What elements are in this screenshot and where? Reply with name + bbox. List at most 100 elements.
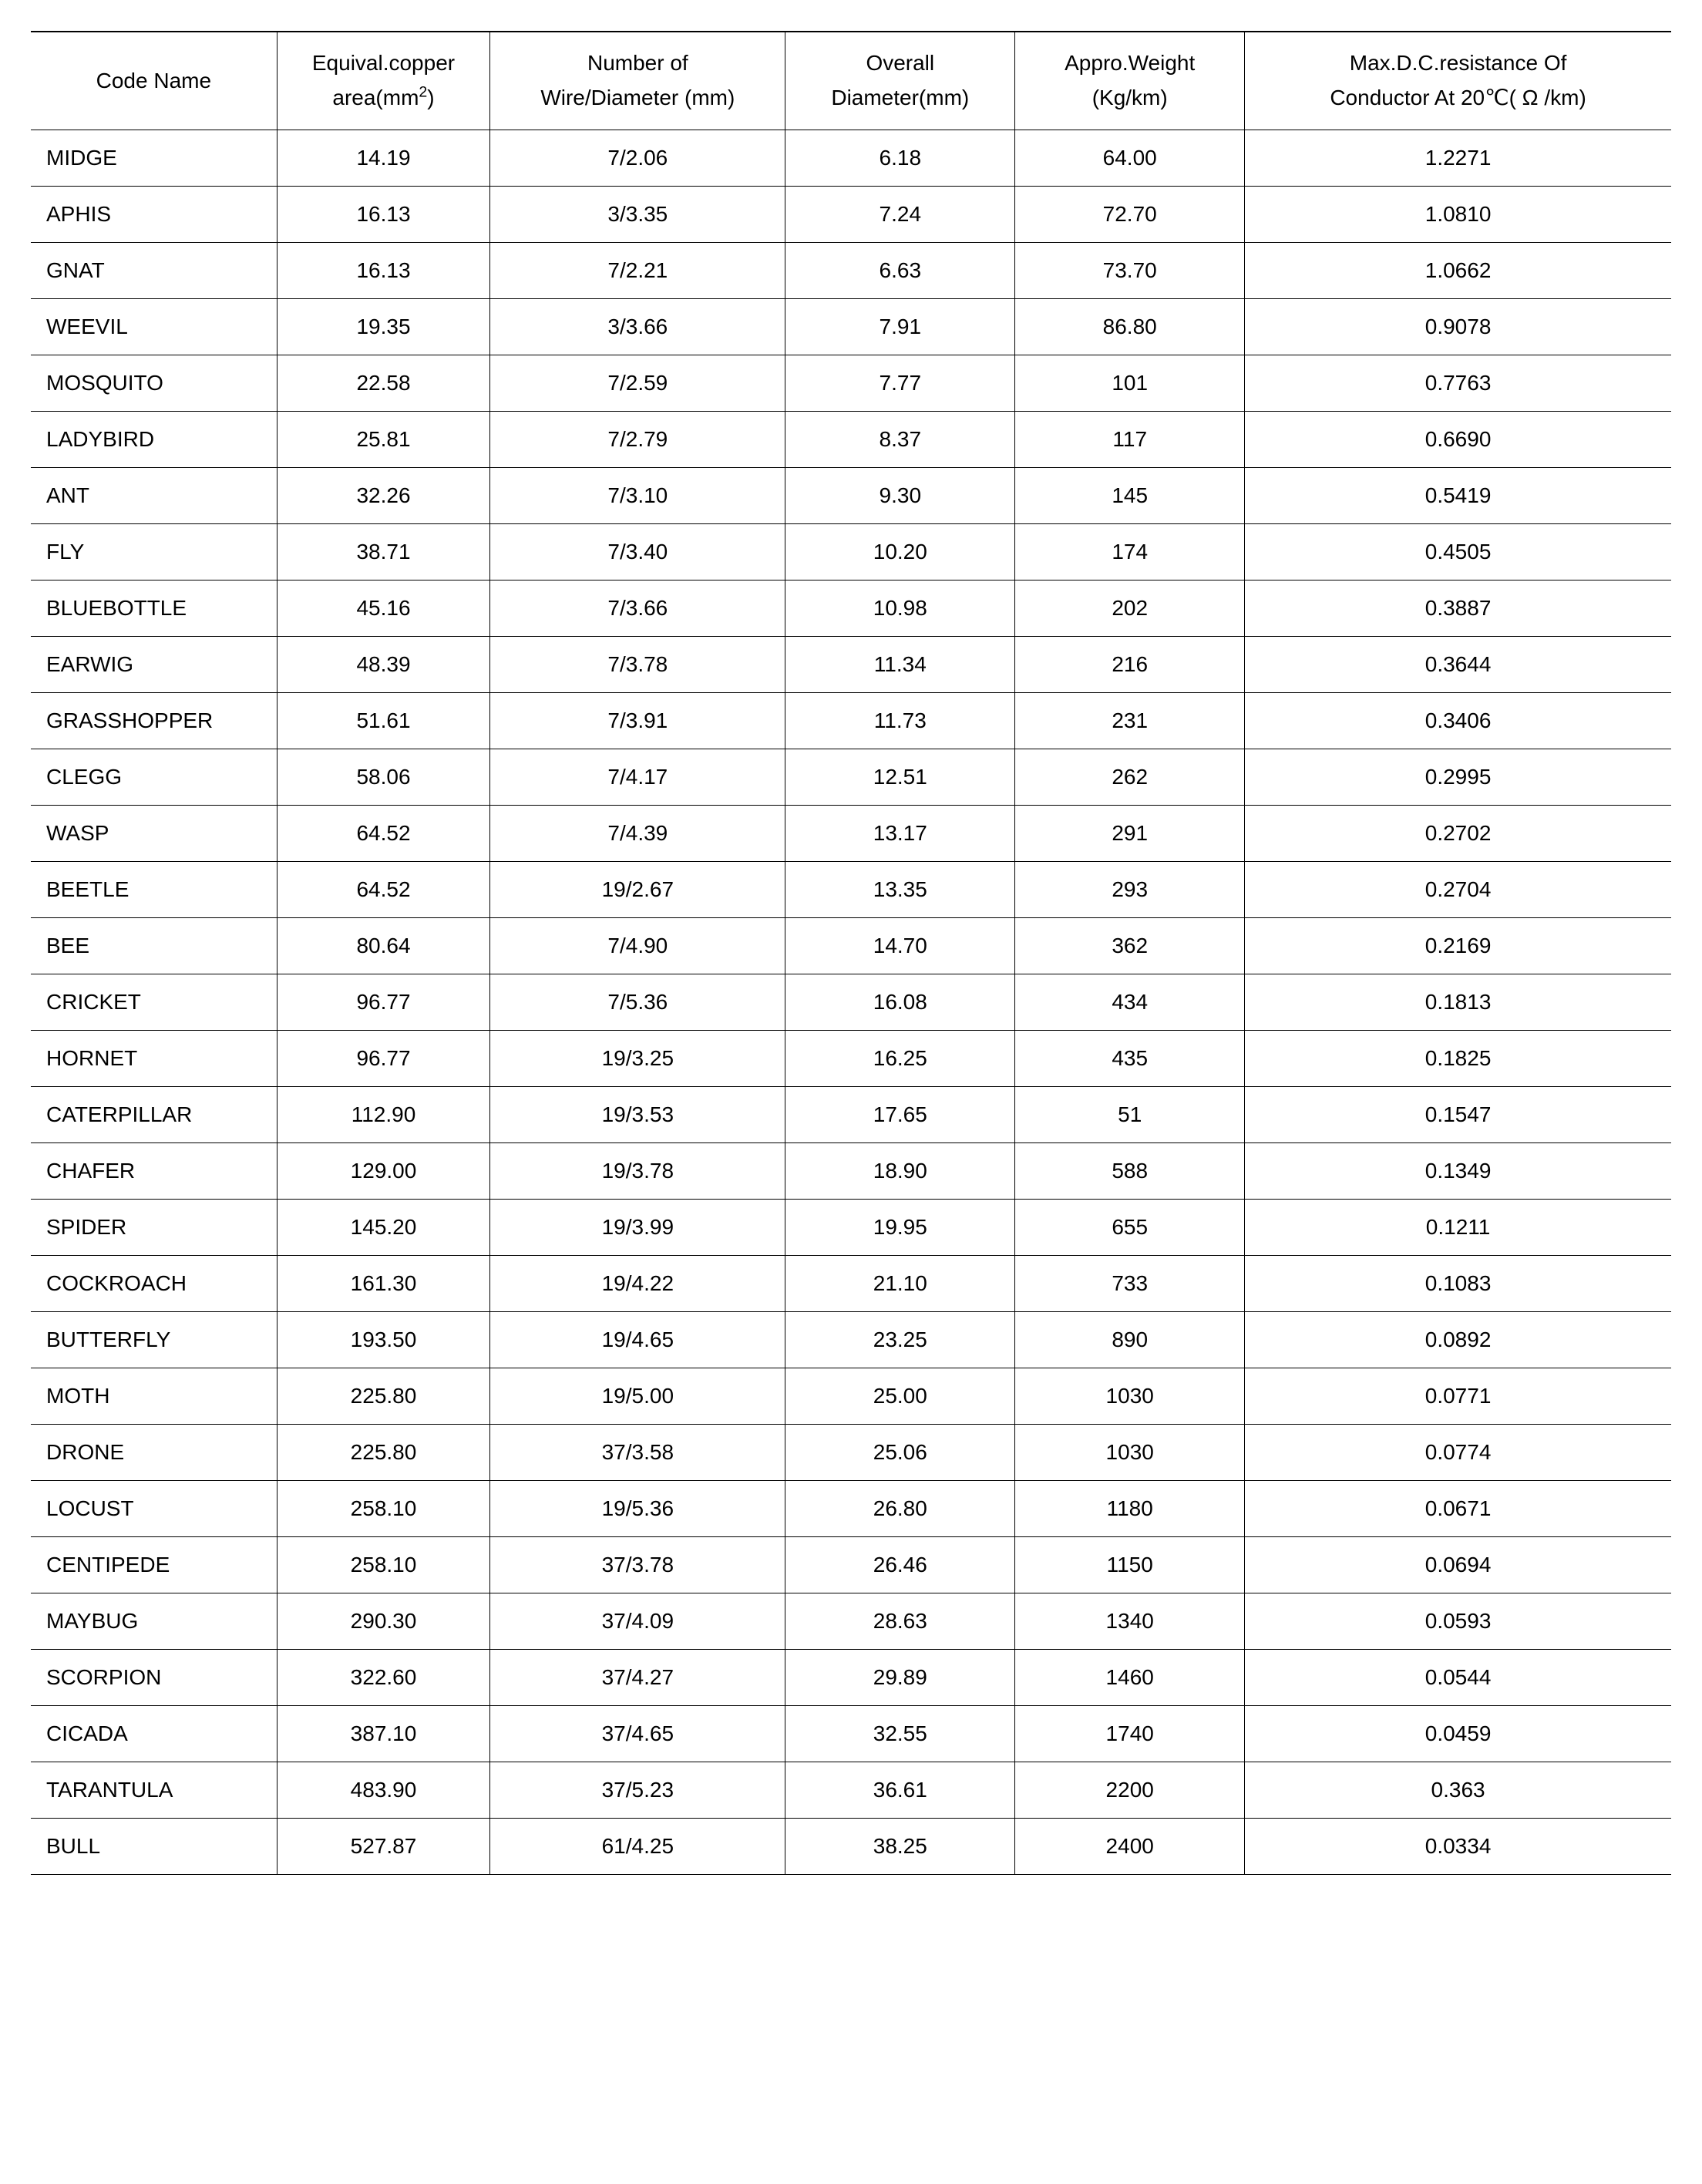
column-header: Appro.Weight (Kg/km)	[1015, 32, 1245, 130]
table-row: LADYBIRD25.817/2.798.371170.6690	[31, 411, 1671, 467]
table-cell: 96.77	[277, 974, 490, 1030]
table-row: TARANTULA483.9037/5.2336.6122000.363	[31, 1762, 1671, 1818]
table-row: MOSQUITO22.587/2.597.771010.7763	[31, 355, 1671, 411]
table-cell: 0.2702	[1245, 805, 1671, 861]
table-cell: 0.0774	[1245, 1424, 1671, 1480]
table-cell: 174	[1015, 523, 1245, 580]
table-cell: CATERPILLAR	[31, 1086, 277, 1142]
table-cell: MOSQUITO	[31, 355, 277, 411]
header-line2: Diameter(mm)	[831, 86, 969, 109]
table-cell: BEE	[31, 917, 277, 974]
table-cell: 7/3.78	[490, 636, 785, 692]
table-cell: 37/4.65	[490, 1705, 785, 1762]
table-cell: 0.4505	[1245, 523, 1671, 580]
table-cell: 19.35	[277, 298, 490, 355]
table-cell: TARANTULA	[31, 1762, 277, 1818]
header-line2: area(mm2)	[332, 86, 434, 109]
table-row: DRONE225.8037/3.5825.0610300.0774	[31, 1424, 1671, 1480]
table-cell: 38.71	[277, 523, 490, 580]
table-cell: 10.20	[785, 523, 1015, 580]
table-cell: 0.1349	[1245, 1142, 1671, 1199]
table-row: SCORPION322.6037/4.2729.8914600.0544	[31, 1649, 1671, 1705]
table-cell: 17.65	[785, 1086, 1015, 1142]
table-cell: 29.89	[785, 1649, 1015, 1705]
table-row: CRICKET96.777/5.3616.084340.1813	[31, 974, 1671, 1030]
table-cell: 7/2.59	[490, 355, 785, 411]
table-cell: 1030	[1015, 1368, 1245, 1424]
table-cell: 73.70	[1015, 242, 1245, 298]
conductor-specifications-table: Code NameEquival.copperarea(mm2)Number o…	[31, 31, 1671, 1875]
table-cell: 225.80	[277, 1368, 490, 1424]
table-cell: 483.90	[277, 1762, 490, 1818]
table-cell: 37/3.58	[490, 1424, 785, 1480]
table-row: CATERPILLAR112.9019/3.5317.65510.1547	[31, 1086, 1671, 1142]
table-cell: APHIS	[31, 186, 277, 242]
table-cell: 7.24	[785, 186, 1015, 242]
table-cell: 101	[1015, 355, 1245, 411]
table-cell: BULL	[31, 1818, 277, 1874]
table-cell: 6.18	[785, 130, 1015, 186]
table-cell: WEEVIL	[31, 298, 277, 355]
table-cell: 64.52	[277, 861, 490, 917]
table-cell: 890	[1015, 1311, 1245, 1368]
table-row: BLUEBOTTLE45.167/3.6610.982020.3887	[31, 580, 1671, 636]
table-row: CICADA387.1037/4.6532.5517400.0459	[31, 1705, 1671, 1762]
table-cell: 262	[1015, 749, 1245, 805]
table-cell: 1180	[1015, 1480, 1245, 1536]
table-cell: FLY	[31, 523, 277, 580]
table-cell: 0.0771	[1245, 1368, 1671, 1424]
table-row: FLY38.717/3.4010.201740.4505	[31, 523, 1671, 580]
table-cell: 11.73	[785, 692, 1015, 749]
table-cell: 1460	[1015, 1649, 1245, 1705]
table-cell: 16.08	[785, 974, 1015, 1030]
table-cell: 117	[1015, 411, 1245, 467]
table-cell: GNAT	[31, 242, 277, 298]
table-cell: 0.0593	[1245, 1593, 1671, 1649]
table-cell: SCORPION	[31, 1649, 277, 1705]
table-cell: 0.5419	[1245, 467, 1671, 523]
table-cell: 1.0662	[1245, 242, 1671, 298]
column-header: Number ofWire/Diameter (mm)	[490, 32, 785, 130]
table-cell: 7/2.79	[490, 411, 785, 467]
table-cell: 0.1813	[1245, 974, 1671, 1030]
table-cell: CHAFER	[31, 1142, 277, 1199]
table-cell: 3/3.35	[490, 186, 785, 242]
table-cell: 7/3.40	[490, 523, 785, 580]
table-cell: 25.81	[277, 411, 490, 467]
table-cell: 37/3.78	[490, 1536, 785, 1593]
table-cell: 112.90	[277, 1086, 490, 1142]
table-cell: 362	[1015, 917, 1245, 974]
table-cell: CRICKET	[31, 974, 277, 1030]
table-cell: 37/4.27	[490, 1649, 785, 1705]
table-cell: 14.70	[785, 917, 1015, 974]
table-cell: 0.1211	[1245, 1199, 1671, 1255]
table-cell: 14.19	[277, 130, 490, 186]
table-cell: 25.06	[785, 1424, 1015, 1480]
column-header: Code Name	[31, 32, 277, 130]
table-cell: 51.61	[277, 692, 490, 749]
header-line1: Appro.Weight	[1065, 51, 1195, 75]
table-cell: 19/3.25	[490, 1030, 785, 1086]
table-cell: GRASSHOPPER	[31, 692, 277, 749]
header-line2: (Kg/km)	[1092, 86, 1168, 109]
table-cell: 0.363	[1245, 1762, 1671, 1818]
table-row: GRASSHOPPER51.617/3.9111.732310.3406	[31, 692, 1671, 749]
table-cell: 32.55	[785, 1705, 1015, 1762]
table-cell: 7/3.91	[490, 692, 785, 749]
table-cell: 7/2.21	[490, 242, 785, 298]
table-cell: 0.0694	[1245, 1536, 1671, 1593]
table-cell: 1340	[1015, 1593, 1245, 1649]
table-cell: 0.0459	[1245, 1705, 1671, 1762]
table-cell: EARWIG	[31, 636, 277, 692]
table-cell: LADYBIRD	[31, 411, 277, 467]
table-row: MOTH225.8019/5.0025.0010300.0771	[31, 1368, 1671, 1424]
table-cell: SPIDER	[31, 1199, 277, 1255]
table-cell: 48.39	[277, 636, 490, 692]
column-header: OverallDiameter(mm)	[785, 32, 1015, 130]
table-cell: MIDGE	[31, 130, 277, 186]
table-cell: 290.30	[277, 1593, 490, 1649]
table-cell: 0.2704	[1245, 861, 1671, 917]
table-cell: 0.0544	[1245, 1649, 1671, 1705]
table-cell: CICADA	[31, 1705, 277, 1762]
table-row: LOCUST258.1019/5.3626.8011800.0671	[31, 1480, 1671, 1536]
